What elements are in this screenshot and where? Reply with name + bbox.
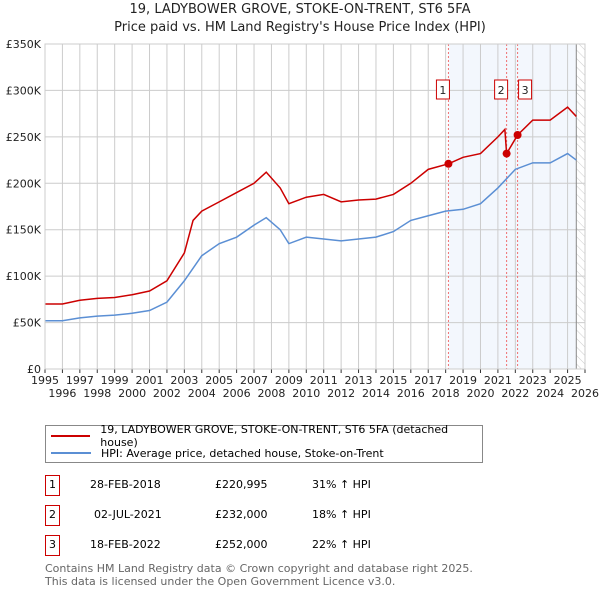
x-tick-label: 2008	[257, 387, 285, 400]
y-tick-label: £250K	[6, 131, 42, 144]
x-tick-label: 2001	[136, 374, 164, 387]
x-tick-label: 2011	[310, 374, 338, 387]
legend: 19, LADYBOWER GROVE, STOKE-ON-TRENT, ST6…	[45, 423, 483, 463]
x-tick-label: 2004	[188, 387, 216, 400]
date: 18-FEB-2022	[90, 538, 161, 551]
x-tick-label: 2016	[397, 387, 425, 400]
chart: 1995199619971998199920002001200220032004…	[6, 38, 599, 400]
hpi-line	[45, 152, 577, 322]
y-tick-label: £100K	[6, 270, 42, 283]
x-tick-label: 2019	[449, 374, 477, 387]
x-tick-label: 2015	[379, 374, 407, 387]
x-tick-label: 2010	[292, 387, 320, 400]
x-tick-label: 2021	[484, 374, 512, 387]
chart-subtitle: Price paid vs. HM Land Registry's House …	[114, 20, 486, 35]
hpi-change: 22% ↑ HPI	[312, 538, 371, 551]
table-row: 2 02-JUL-2021 £232,000 18% ↑ HPI	[45, 505, 545, 526]
x-tick-label: 2018	[432, 387, 460, 400]
x-tick-label: 2005	[205, 374, 233, 387]
x-tick-label: 2014	[362, 387, 390, 400]
legend-item-property: 19, LADYBOWER GROVE, STOKE-ON-TRENT, ST6…	[51, 423, 482, 449]
y-tick-label: £300K	[6, 84, 42, 97]
price: £220,995	[215, 478, 268, 491]
marker-label: 3	[522, 84, 529, 97]
x-tick-label: 2023	[519, 374, 547, 387]
hpi-change: 31% ↑ HPI	[312, 478, 371, 491]
legend-label: 19, LADYBOWER GROVE, STOKE-ON-TRENT, ST6…	[100, 423, 449, 449]
price: £252,000	[215, 538, 268, 551]
y-tick-label: £150K	[6, 224, 42, 237]
forecast-shade	[448, 44, 577, 369]
x-tick-label: 2003	[170, 374, 198, 387]
chart-title: 19, LADYBOWER GROVE, STOKE-ON-TRENT, ST6…	[129, 2, 471, 17]
x-tick-label: 1996	[48, 387, 76, 400]
x-tick-label: 1998	[83, 387, 111, 400]
x-tick-label: 2012	[327, 387, 355, 400]
future-hatch	[576, 44, 585, 369]
marker-badge: 2	[45, 505, 60, 526]
x-tick-label: 2013	[345, 374, 373, 387]
marker-label: 2	[498, 84, 505, 97]
x-tick-label: 2022	[501, 387, 529, 400]
marker-label: 1	[439, 84, 446, 97]
table-row: 3 18-FEB-2022 £252,000 22% ↑ HPI	[45, 535, 545, 556]
marker-label-box	[435, 79, 450, 100]
transaction-point	[444, 159, 453, 168]
x-tick-label: 2009	[275, 374, 303, 387]
footer: Contains HM Land Registry data © Crown c…	[45, 562, 473, 588]
x-tick-label: 2006	[223, 387, 251, 400]
hpi-change: 18% ↑ HPI	[312, 508, 371, 521]
footer-line: Contains HM Land Registry data © Crown c…	[45, 562, 473, 575]
x-tick-label: 2024	[536, 387, 564, 400]
x-tick-label: 2000	[118, 387, 146, 400]
property-price-line	[45, 106, 577, 305]
y-tick-label: £200K	[6, 177, 42, 190]
price: £232,000	[215, 508, 268, 521]
legend-item-hpi: HPI: Average price, detached house, Stok…	[51, 445, 384, 461]
x-tick-label: 2002	[153, 387, 181, 400]
x-tick-label: 2026	[571, 387, 599, 400]
date: 28-FEB-2018	[90, 478, 161, 491]
x-tick-label: 1999	[101, 374, 129, 387]
marker-badge: 1	[45, 475, 60, 496]
x-tick-label: 2017	[414, 374, 442, 387]
y-tick-label: £0	[27, 363, 41, 376]
y-tick-label: £50K	[13, 317, 42, 330]
x-tick-label: 2020	[466, 387, 494, 400]
x-tick-label: 2025	[554, 374, 582, 387]
x-tick-label: 1995	[31, 374, 59, 387]
transaction-point	[502, 149, 511, 158]
plot-border	[44, 43, 586, 370]
y-tick-label: £350K	[6, 38, 42, 51]
x-tick-label: 2007	[240, 374, 268, 387]
legend-label: HPI: Average price, detached house, Stok…	[101, 446, 384, 460]
transaction-point	[513, 131, 522, 139]
footer-line: This data is licensed under the Open Gov…	[45, 575, 396, 588]
marker-badge: 3	[45, 535, 60, 556]
marker-label-box	[518, 79, 533, 100]
table-row: 1 28-FEB-2018 £220,995 31% ↑ HPI	[45, 475, 545, 496]
marker-label-box	[494, 79, 509, 100]
x-tick-label: 1997	[66, 374, 94, 387]
date: 02-JUL-2021	[94, 508, 162, 521]
